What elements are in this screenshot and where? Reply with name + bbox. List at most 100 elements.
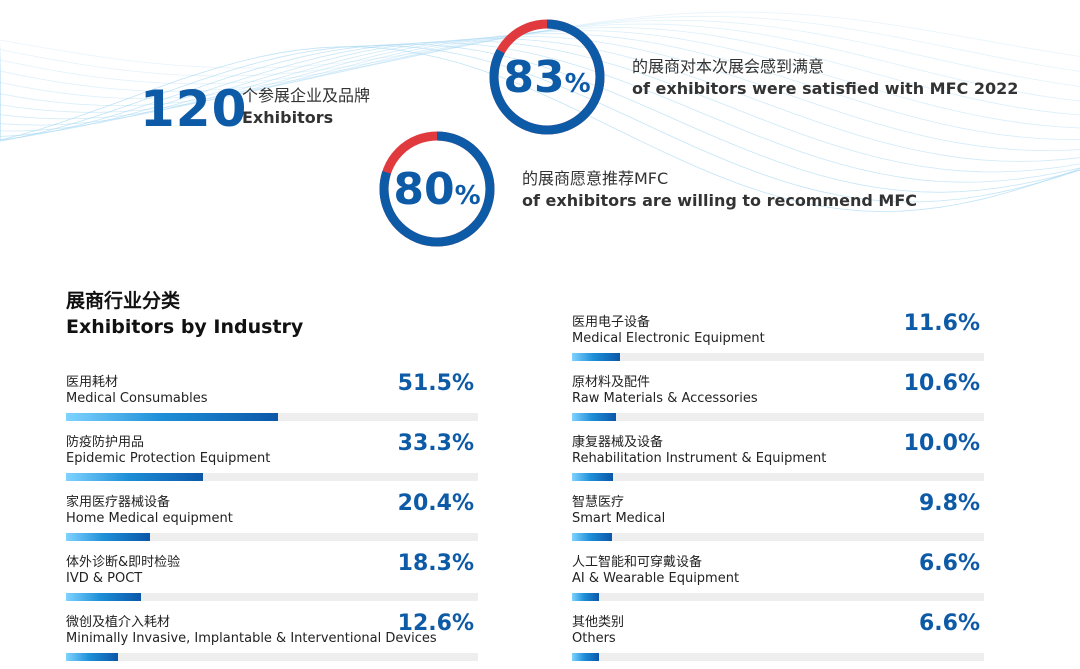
industry-bar-track (66, 593, 478, 601)
recommend-label-en: of exhibitors are willing to recommend M… (522, 191, 918, 210)
industry-percent-label: 9.8% (918, 491, 980, 516)
wave-line (0, 40, 1080, 173)
industry-percent-label: 6.6% (918, 551, 980, 576)
exhibitors-label-en: Exhibitors (242, 108, 334, 127)
recommend-label-cn: 的展商愿意推荐MFC (522, 169, 669, 188)
industry-label-en: Medical Electronic Equipment (572, 331, 765, 346)
industry-percent-label: 33.3% (397, 431, 474, 456)
industry-bar-track (572, 353, 984, 361)
industry-label-en: AI & Wearable Equipment (572, 571, 740, 586)
wave-line (0, 46, 1080, 212)
industry-label-cn: 体外诊断&即时检验 (66, 555, 181, 570)
industry-item: 微创及植介入耗材 Minimally Invasive, Implantable … (66, 611, 478, 669)
industry-bar (66, 473, 204, 481)
wave-line (0, 19, 1080, 87)
industry-item: 家用医疗器械设备 Home Medical equipment 20.4% (66, 491, 478, 549)
industry-bar-track (572, 473, 984, 481)
exhibitors-label: 个参展企业及品牌 Exhibitors (242, 85, 370, 129)
wave-line (0, 11, 1080, 69)
industry-percent-label: 6.6% (918, 611, 980, 636)
industry-item: 医用耗材 Medical Consumables 51.5% (66, 371, 478, 429)
satisfied-label-cn: 的展商对本次展会感到满意 (632, 57, 825, 76)
industry-label-cn: 微创及植介入耗材 (66, 615, 171, 630)
industry-bar (66, 593, 142, 601)
satisfied-label-en: of exhibitors were satisfied with MFC 20… (632, 79, 1019, 98)
industry-item: 原材料及配件 Raw Materials & Accessories 10.6% (572, 371, 984, 429)
industry-bar-track (66, 533, 478, 541)
wave-line (0, 43, 1080, 193)
wave-line (0, 27, 1080, 116)
satisfied-percent: 83% (488, 18, 606, 136)
industry-bar (66, 653, 118, 661)
wave-line (0, 45, 1080, 203)
industry-label-cn: 防疫防护用品 (66, 435, 145, 450)
industry-item: 人工智能和可穿戴设备 AI & Wearable Equipment 6.6% (572, 551, 984, 609)
industry-percent-label: 51.5% (397, 371, 474, 396)
wave-line (0, 30, 1080, 129)
industry-label-en: Epidemic Protection Equipment (66, 451, 271, 466)
industry-item: 医用电子设备 Medical Electronic Equipment 11.6% (572, 311, 984, 369)
recommend-ring-fill (379, 131, 495, 247)
industry-label-en: Minimally Invasive, Implantable & Interv… (66, 631, 437, 646)
industry-label-cn: 其他类别 (572, 615, 625, 630)
satisfied-ring-graphic (489, 19, 605, 135)
industry-item: 体外诊断&即时检验 IVD & POCT 18.3% (66, 551, 478, 609)
recommend-ring: 80% (378, 130, 496, 248)
industry-bar (572, 593, 600, 601)
industry-label-en: Others (572, 631, 616, 646)
industry-percent-label: 10.6% (903, 371, 980, 396)
recommend-ring-graphic (379, 131, 495, 247)
exhibitors-label-cn: 个参展企业及品牌 (242, 86, 371, 105)
industry-label-cn: 原材料及配件 (572, 375, 651, 390)
industry-bar-track (572, 653, 984, 661)
exhibitors-count: 120 (140, 80, 248, 138)
industry-label-cn: 家用医疗器械设备 (66, 495, 171, 510)
wave-line (0, 35, 1080, 152)
industry-bar-track (572, 413, 984, 421)
industry-label-en: Raw Materials & Accessories (572, 391, 758, 406)
satisfied-ring: 83% (488, 18, 606, 136)
decorative-waves (0, 11, 1080, 212)
industry-bar (66, 413, 279, 421)
industry-label-en: Medical Consumables (66, 391, 208, 406)
industry-bar (572, 473, 614, 481)
industry-bar-track (66, 653, 478, 661)
satisfied-ring-fill (489, 19, 605, 135)
industry-bar-track (572, 593, 984, 601)
wave-line (0, 42, 1080, 183)
recommend-label: 的展商愿意推荐MFC of exhibitors are willing to … (522, 168, 917, 212)
industry-percent-label: 11.6% (903, 311, 980, 336)
industry-item: 其他类别 Others 6.6% (572, 611, 984, 669)
industry-item: 康复器械及设备 Rehabilitation Instrument & Equip… (572, 431, 984, 489)
wave-line (0, 23, 1080, 102)
industry-percent-label: 20.4% (397, 491, 474, 516)
wave-line (0, 38, 1080, 162)
satisfied-label: 的展商对本次展会感到满意 of exhibitors were satisfie… (632, 56, 1018, 100)
industry-bar (572, 533, 613, 541)
industry-bar-track (66, 413, 478, 421)
industry-bar (572, 653, 600, 661)
industry-item: 智慧医疗 Smart Medical 9.8% (572, 491, 984, 549)
recommend-percent-sign: % (454, 181, 481, 211)
industry-label-en: IVD & POCT (66, 571, 143, 586)
industry-bar-track (572, 533, 984, 541)
industry-bar (66, 533, 150, 541)
satisfied-percent-number: 83 (503, 51, 565, 103)
industry-bar (572, 353, 620, 361)
industry-bar (572, 413, 616, 421)
industry-label-en: Home Medical equipment (66, 511, 233, 526)
recommend-percent: 80% (378, 130, 496, 248)
industry-label-en: Rehabilitation Instrument & Equipment (572, 451, 827, 466)
satisfied-percent-sign: % (564, 69, 591, 99)
industry-bar-track (66, 473, 478, 481)
industry-percent-label: 18.3% (397, 551, 474, 576)
industry-title-en: Exhibitors by Industry (66, 316, 304, 338)
industry-label-cn: 医用耗材 (66, 375, 119, 390)
industry-item: 防疫防护用品 Epidemic Protection Equipment 33.3% (66, 431, 478, 489)
industry-label-cn: 人工智能和可穿戴设备 (572, 555, 703, 570)
industry-percent-label: 10.0% (903, 431, 980, 456)
industry-label-en: Smart Medical (572, 511, 666, 526)
industry-label-cn: 康复器械及设备 (572, 435, 664, 450)
wave-line (0, 15, 1080, 77)
industry-label-cn: 医用电子设备 (572, 315, 651, 330)
